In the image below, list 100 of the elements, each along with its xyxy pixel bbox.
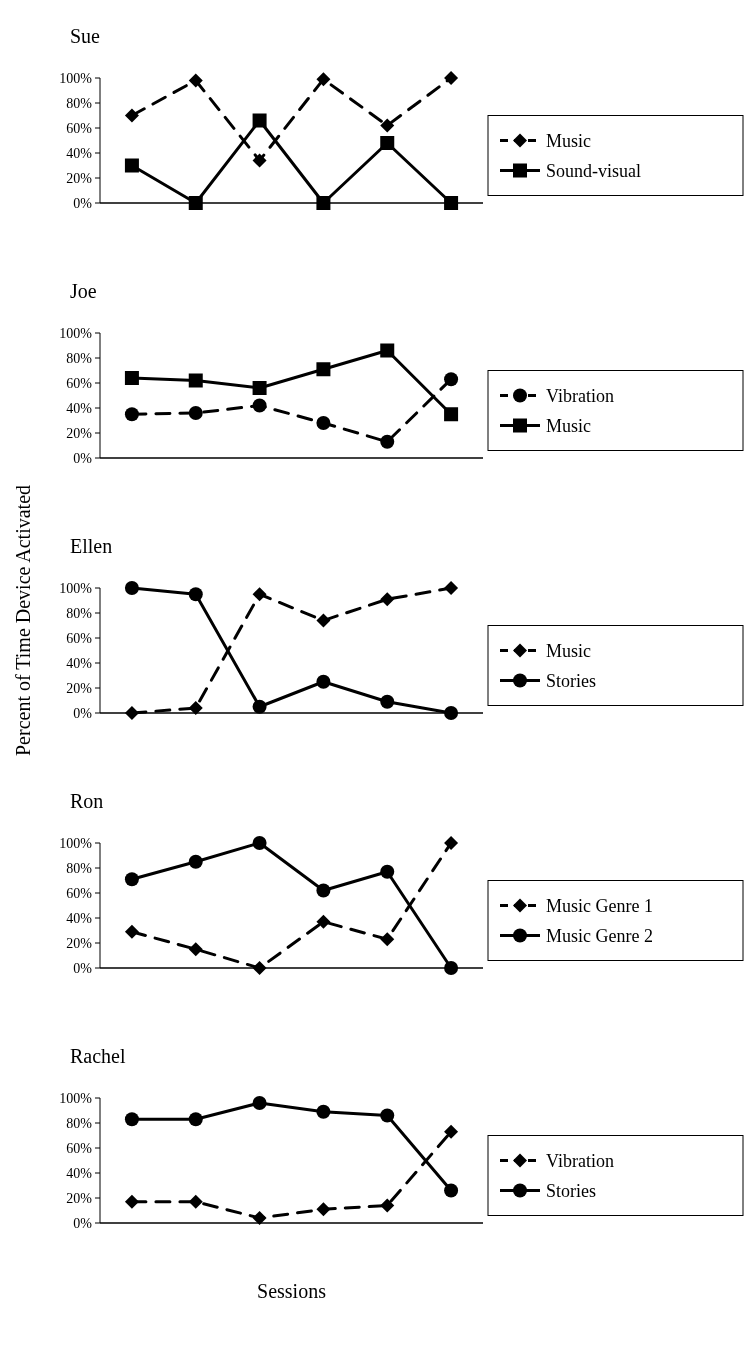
y-tick-label: 20%	[66, 1190, 93, 1206]
y-axis-title: Percent of Time Device Activated	[12, 484, 34, 757]
y-tick-label: 20%	[66, 935, 93, 951]
y-tick-label: 60%	[66, 1140, 93, 1156]
point	[252, 699, 267, 714]
point	[252, 381, 267, 395]
point	[188, 196, 203, 210]
x-axis-title: Sessions	[257, 1280, 327, 1302]
chart-title: Joe	[70, 280, 97, 302]
chart-title: Ron	[70, 790, 104, 812]
point	[444, 1183, 459, 1198]
y-tick-label: 40%	[66, 655, 93, 671]
chart-title: Rachel	[70, 1045, 126, 1067]
point	[444, 836, 459, 850]
point	[444, 372, 459, 387]
point	[124, 1112, 139, 1127]
point	[444, 581, 459, 595]
point	[252, 587, 267, 602]
legend-label: Music	[546, 415, 592, 436]
point	[124, 924, 139, 939]
point	[444, 196, 459, 210]
chart-title: Sue	[70, 25, 101, 47]
point	[124, 872, 139, 887]
legend-label: Music	[546, 640, 592, 661]
point	[124, 581, 139, 595]
point	[444, 407, 459, 422]
legend-label: Music	[546, 130, 592, 151]
point	[316, 914, 331, 929]
point	[124, 706, 139, 720]
y-tick-label: 80%	[66, 1115, 93, 1131]
point	[124, 1194, 139, 1209]
point	[380, 1198, 395, 1213]
legend-label: Music Genre 2	[546, 925, 653, 946]
point	[316, 883, 331, 898]
point	[380, 434, 395, 449]
y-tick-label: 100%	[59, 580, 93, 596]
point	[188, 1112, 203, 1127]
point	[316, 674, 331, 689]
point	[380, 694, 395, 709]
point	[188, 587, 203, 602]
point	[380, 343, 395, 358]
point	[252, 153, 267, 168]
chart-title: Ellen	[70, 535, 113, 557]
point	[188, 406, 203, 420]
point	[188, 701, 203, 715]
point	[124, 108, 139, 123]
point	[444, 1124, 459, 1139]
point	[252, 961, 267, 975]
y-tick-label: 0%	[73, 705, 93, 721]
legend-label: Vibration	[546, 1150, 614, 1171]
point	[124, 371, 139, 385]
point	[188, 373, 203, 388]
point	[316, 613, 331, 628]
legend-label: Vibration	[546, 385, 614, 406]
point	[444, 706, 459, 720]
point	[252, 1096, 267, 1110]
point	[188, 854, 203, 869]
point	[380, 1108, 395, 1123]
y-tick-label: 100%	[59, 1090, 93, 1106]
y-tick-label: 60%	[66, 885, 93, 901]
point	[252, 1211, 267, 1225]
y-tick-label: 20%	[66, 170, 93, 186]
point	[444, 961, 459, 975]
y-tick-label: 40%	[66, 400, 93, 416]
y-tick-label: 100%	[59, 835, 93, 851]
point	[188, 1194, 203, 1209]
y-tick-label: 20%	[66, 425, 93, 441]
point	[316, 362, 331, 377]
y-tick-label: 60%	[66, 120, 93, 136]
y-tick-label: 20%	[66, 680, 93, 696]
point	[316, 72, 331, 87]
point	[316, 196, 331, 210]
point	[380, 118, 395, 133]
y-tick-label: 0%	[73, 195, 93, 211]
point	[444, 71, 459, 85]
point	[252, 398, 267, 413]
point	[380, 592, 395, 607]
point	[316, 416, 331, 430]
point	[188, 942, 203, 957]
y-tick-label: 60%	[66, 630, 93, 646]
point	[188, 73, 203, 88]
y-tick-label: 0%	[73, 450, 93, 466]
y-tick-label: 80%	[66, 605, 93, 621]
y-tick-label: 40%	[66, 910, 93, 926]
y-tick-label: 0%	[73, 1215, 93, 1231]
point	[252, 113, 267, 128]
legend-label: Stories	[546, 1180, 597, 1201]
point	[124, 158, 139, 173]
y-tick-label: 100%	[59, 325, 93, 341]
point	[316, 1202, 331, 1217]
point	[124, 407, 139, 422]
y-tick-label: 40%	[66, 145, 93, 161]
y-tick-label: 80%	[66, 350, 93, 366]
legend-label: Music Genre 1	[546, 895, 653, 916]
point	[316, 1104, 331, 1119]
y-tick-label: 80%	[66, 95, 93, 111]
point	[380, 864, 395, 879]
y-tick-label: 100%	[59, 70, 93, 86]
y-tick-label: 40%	[66, 1165, 93, 1181]
point	[380, 136, 395, 150]
